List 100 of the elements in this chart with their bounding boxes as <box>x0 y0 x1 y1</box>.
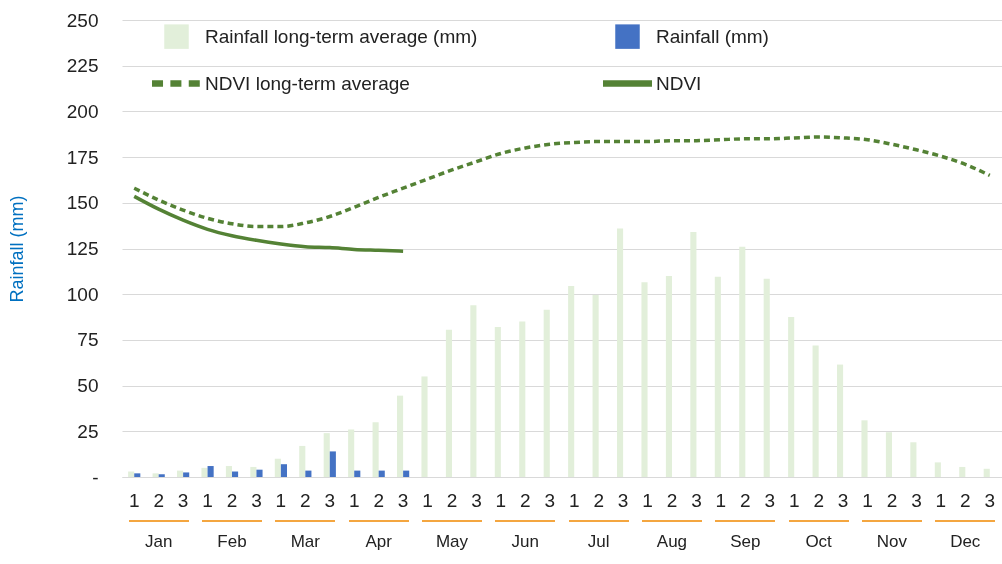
text: Jul <box>568 520 629 552</box>
text: May <box>421 520 482 552</box>
bar <box>714 276 721 477</box>
x-tick-label: 1 <box>715 489 727 511</box>
bar <box>739 246 746 477</box>
bar <box>763 278 770 477</box>
bar <box>372 422 379 477</box>
bar <box>421 376 428 477</box>
line-series <box>132 135 992 229</box>
x-tick-label: 1 <box>642 489 653 511</box>
y-axis-title: Rainfall (mm) <box>6 195 27 303</box>
bar <box>305 470 312 477</box>
x-tick-label: 3 <box>544 489 556 511</box>
y-tick-label: - <box>92 466 99 488</box>
text: Feb <box>201 520 262 552</box>
y-tick-label: 125 <box>66 238 99 259</box>
bar <box>519 321 526 477</box>
bar <box>494 327 501 477</box>
x-tick-label: 2 <box>960 489 971 511</box>
x-tick-label: 2 <box>446 489 458 511</box>
y-tick-label: 200 <box>66 100 99 122</box>
bar <box>329 451 336 477</box>
bar <box>280 464 287 477</box>
y-tick-label: 150 <box>66 192 99 214</box>
text: Dec <box>935 520 996 552</box>
x-tick-label: 3 <box>324 489 336 511</box>
x-tick-label: 1 <box>128 489 140 511</box>
legend-label: Rainfall (mm) <box>656 25 769 47</box>
bar <box>470 305 477 477</box>
bar <box>861 420 868 477</box>
bar <box>617 228 624 477</box>
text: Jan <box>128 520 189 552</box>
bar <box>641 282 648 477</box>
bar <box>250 466 257 477</box>
bar <box>788 317 795 477</box>
y-tick-label: 50 <box>77 375 99 397</box>
bar <box>354 470 361 477</box>
bar <box>256 469 263 477</box>
bar <box>299 445 306 477</box>
x-tick-label: 2 <box>373 489 384 511</box>
bar <box>568 285 575 477</box>
bar <box>934 462 941 477</box>
y-tick-label: 25 <box>77 420 99 442</box>
bar <box>225 466 232 477</box>
bar <box>665 275 672 477</box>
x-tick-label: 2 <box>740 489 751 511</box>
bar <box>201 467 208 477</box>
bar <box>397 395 404 477</box>
bar <box>592 295 599 477</box>
x-tick-label: 3 <box>177 489 189 511</box>
x-tick-label: 2 <box>813 489 824 511</box>
legend-label: NDVI <box>656 72 702 94</box>
text: Aug <box>641 520 702 552</box>
bar <box>403 470 410 477</box>
y-tick-label: 75 <box>77 329 99 351</box>
x-tick-label: 2 <box>300 489 311 511</box>
bar <box>445 329 452 477</box>
text: Jun <box>495 520 556 552</box>
text: Nov <box>861 520 922 552</box>
y-tick-label: 175 <box>66 146 99 168</box>
bar <box>378 470 385 477</box>
bar <box>837 364 844 477</box>
bar <box>910 442 917 477</box>
text: Mar <box>275 520 336 552</box>
x-tick-label: 2 <box>520 489 531 511</box>
x-tick-label: 3 <box>837 489 849 511</box>
x-tick-label: 1 <box>935 489 947 511</box>
x-tick-label: 1 <box>788 489 800 511</box>
x-tick-label: 3 <box>764 489 776 511</box>
bar <box>158 474 165 477</box>
x-tick-label: 3 <box>251 489 262 511</box>
x-tick-label: 1 <box>202 489 213 511</box>
bar <box>983 468 990 477</box>
x-tick-label: 1 <box>862 489 873 511</box>
bar <box>274 458 281 477</box>
bar <box>134 473 141 477</box>
x-tick-label: 2 <box>593 489 604 511</box>
x-tick-label: 3 <box>691 489 702 511</box>
bar <box>207 466 214 477</box>
legend-label: NDVI long-term average <box>205 72 410 94</box>
x-tick-label: 2 <box>226 489 238 511</box>
bar <box>348 429 355 477</box>
x-tick-label: 1 <box>275 489 287 511</box>
x-tick-label: 1 <box>422 489 433 511</box>
text: Sep <box>715 520 776 552</box>
x-tick-label: 1 <box>495 489 507 511</box>
bar <box>543 309 550 477</box>
line-series <box>132 194 405 253</box>
bar <box>690 232 697 477</box>
x-tick-label: 1 <box>348 489 360 511</box>
y-tick-label: 225 <box>66 55 99 77</box>
x-tick-label: 2 <box>886 489 898 511</box>
bar <box>177 470 184 477</box>
bar <box>183 472 190 477</box>
legend-label: Rainfall long-term average (mm) <box>205 25 478 47</box>
bar <box>152 473 159 477</box>
x-tick-label: 1 <box>568 489 580 511</box>
y-tick-label: 250 <box>66 9 99 31</box>
y-tick-label: 100 <box>66 283 99 305</box>
bar <box>323 433 330 477</box>
